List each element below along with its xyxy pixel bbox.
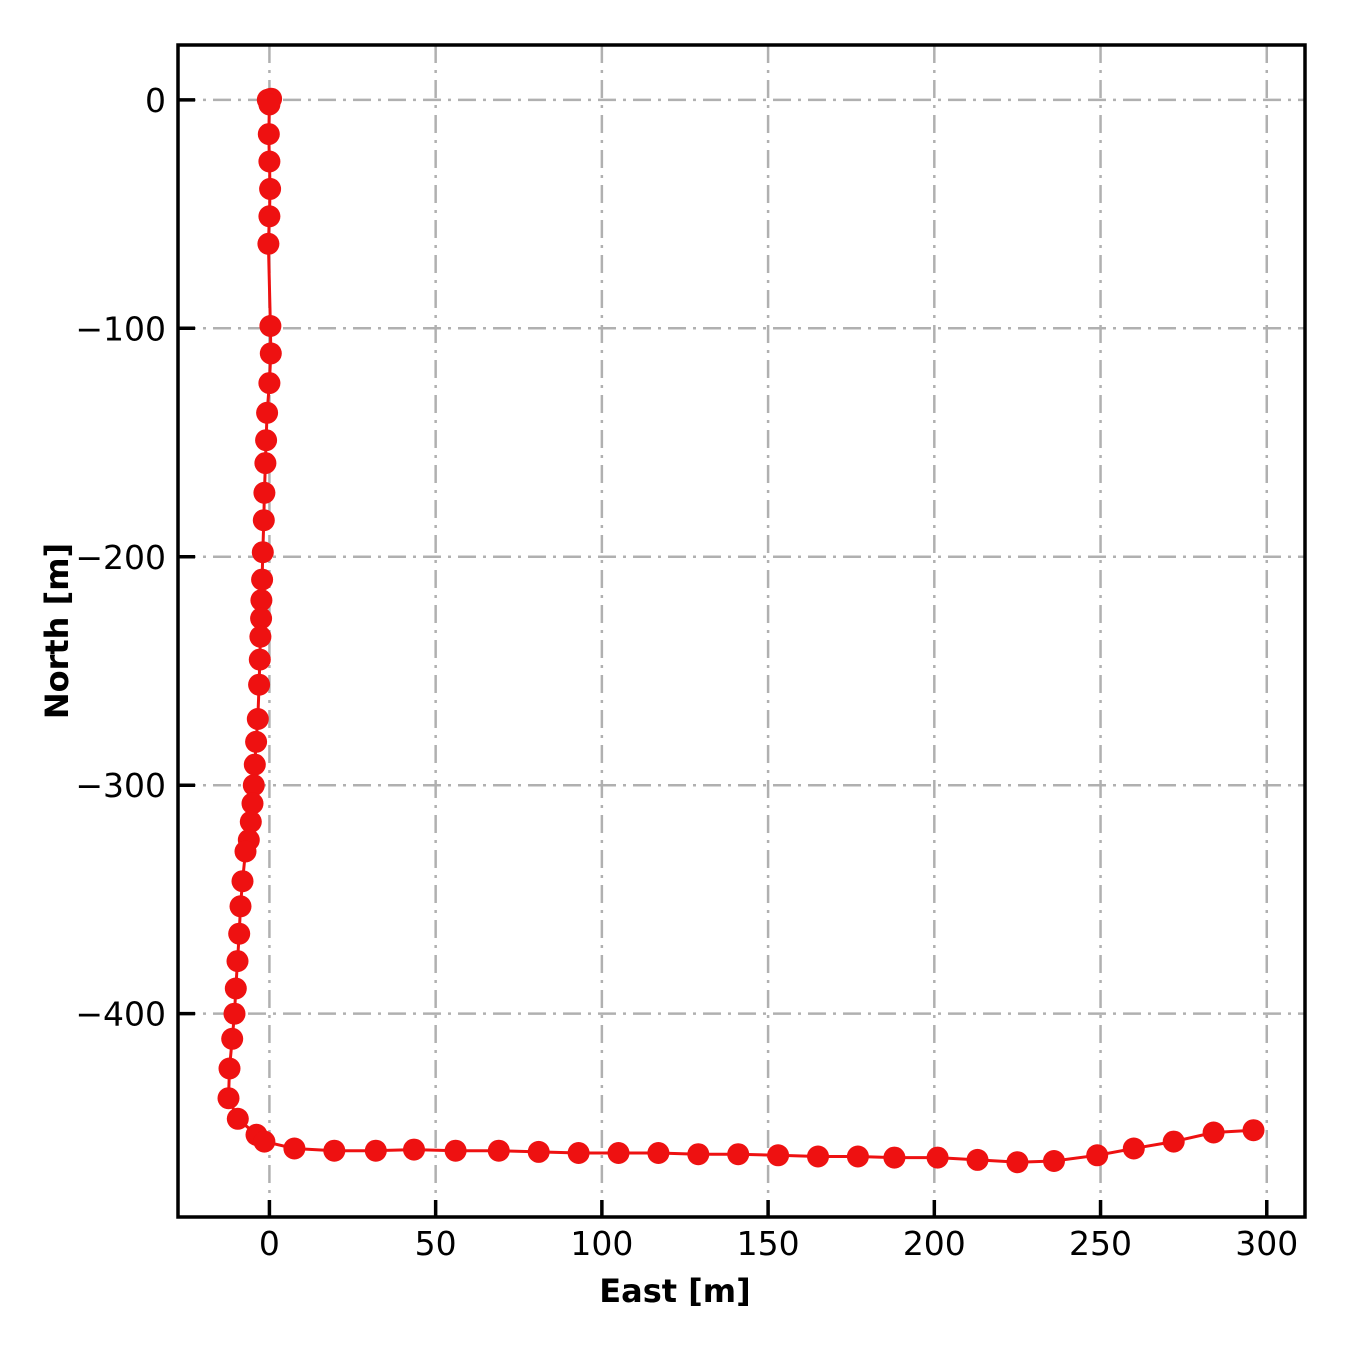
- x-tick-label: 150: [737, 1224, 800, 1263]
- data-point: [221, 1027, 244, 1050]
- data-point: [607, 1142, 630, 1164]
- x-tick-label: 100: [570, 1224, 633, 1263]
- data-point: [687, 1143, 710, 1166]
- data-point: [926, 1146, 949, 1169]
- data-point: [217, 1087, 240, 1110]
- data-point: [226, 1107, 249, 1130]
- data-point: [527, 1140, 550, 1163]
- plot-frame: [176, 43, 1307, 1219]
- data-point: [239, 810, 262, 833]
- data-point: [1006, 1151, 1029, 1174]
- y-tick-label: −300: [75, 766, 166, 805]
- data-point: [403, 1138, 425, 1161]
- data-point: [252, 509, 275, 532]
- y-tick-label: 0: [145, 81, 166, 120]
- data-point: [218, 1057, 241, 1080]
- x-axis-title: East [m]: [599, 1272, 751, 1310]
- y-tick-label: −200: [75, 538, 166, 577]
- data-point: [258, 205, 281, 228]
- data-point: [256, 401, 279, 424]
- data-point: [250, 589, 273, 612]
- data-point: [259, 177, 282, 200]
- data-point: [234, 840, 257, 863]
- data-point: [243, 753, 266, 776]
- data-point: [1242, 1119, 1265, 1142]
- data-point: [259, 315, 282, 337]
- data-point: [253, 481, 276, 504]
- data-point: [487, 1139, 510, 1162]
- data-point: [229, 895, 252, 918]
- data-point: [257, 232, 280, 255]
- data-point: [251, 568, 274, 591]
- data-point: [1202, 1121, 1225, 1144]
- x-tick-label: 250: [1069, 1224, 1132, 1263]
- data-point: [251, 541, 274, 564]
- data-point: [249, 625, 272, 648]
- data-point: [846, 1145, 869, 1168]
- data-point: [231, 870, 254, 893]
- data-point: [226, 950, 249, 973]
- data-point: [727, 1143, 750, 1166]
- x-tick-label: 0: [259, 1224, 280, 1263]
- x-tick-label: 50: [415, 1224, 457, 1263]
- data-point: [283, 1137, 306, 1160]
- data-point: [246, 708, 269, 730]
- data-point: [258, 372, 281, 395]
- data-point: [364, 1139, 387, 1162]
- data-point: [807, 1145, 829, 1168]
- data-point: [248, 648, 271, 671]
- data-point: [245, 730, 268, 753]
- y-axis-title: North [m]: [38, 542, 76, 720]
- data-point: [228, 922, 251, 945]
- data-point: [255, 429, 278, 452]
- data-point: [223, 1002, 246, 1025]
- data-point: [258, 93, 281, 116]
- data-point: [224, 977, 247, 1000]
- data-point: [883, 1146, 906, 1169]
- data-point: [242, 774, 265, 797]
- data-point: [567, 1142, 590, 1164]
- data-point: [241, 792, 264, 815]
- data-point: [254, 452, 277, 475]
- x-tick-label: 200: [903, 1224, 966, 1263]
- x-tick-label: 300: [1235, 1224, 1298, 1263]
- data-point: [258, 150, 281, 173]
- data-point: [1043, 1150, 1065, 1172]
- y-tick-label: −400: [75, 995, 166, 1034]
- data-point: [250, 607, 273, 630]
- data-point: [259, 342, 282, 365]
- data-point: [253, 1130, 276, 1153]
- data-point: [647, 1142, 670, 1164]
- data-point: [1086, 1144, 1109, 1167]
- data-point: [257, 123, 280, 146]
- data-point: [1162, 1130, 1185, 1153]
- data-point: [966, 1148, 989, 1171]
- y-tick-label: −100: [75, 309, 166, 348]
- data-point: [1122, 1137, 1145, 1160]
- data-point: [444, 1139, 467, 1162]
- data-point: [248, 673, 271, 696]
- data-point: [323, 1139, 346, 1162]
- data-point: [767, 1144, 790, 1167]
